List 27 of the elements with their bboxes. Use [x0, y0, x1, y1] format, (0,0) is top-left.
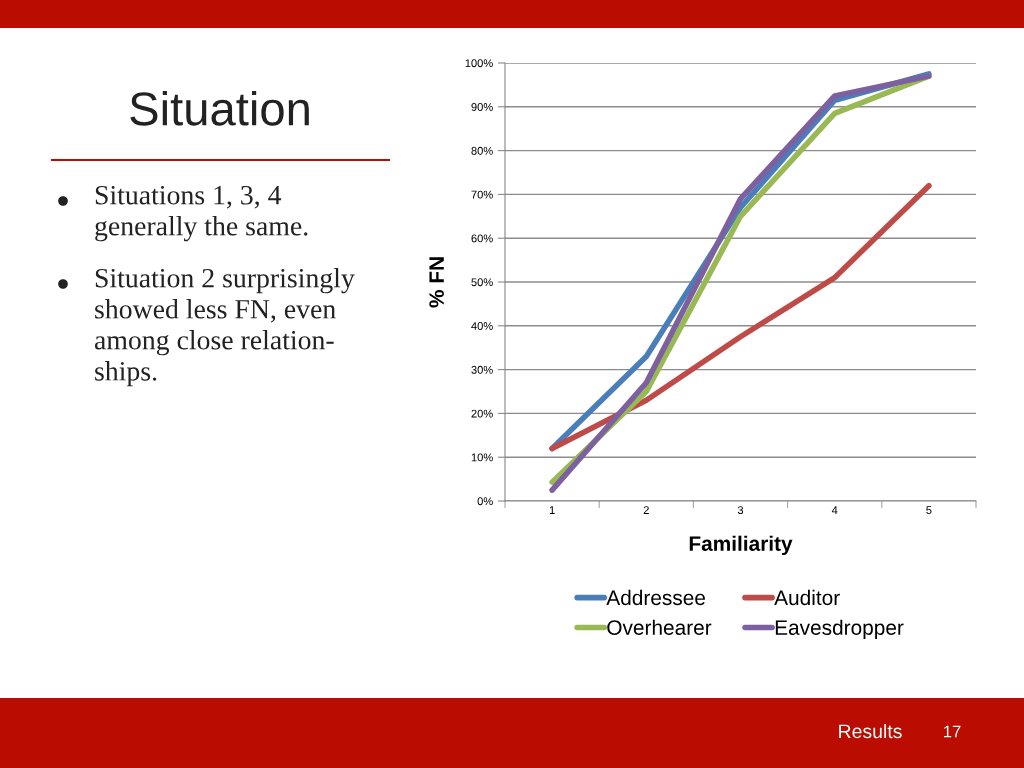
y-axis-title: % FN [429, 257, 444, 308]
y-tick-label: 40% [471, 322, 493, 330]
legend-label: Overhearer [607, 619, 712, 635]
y-tick-label: 20% [471, 409, 493, 418]
y-tick-label: 70% [471, 190, 493, 199]
text: Situations 1, 3, 4 generally the same. [95, 185, 308, 242]
y-tick-label: 60% [471, 234, 493, 243]
text: Situation 2 surprisingly showed less FN, even among close relation- ships. [94, 268, 355, 387]
x-tick-label: 2 [643, 506, 649, 514]
x-tick-label: 4 [831, 506, 838, 514]
y-tick-label: 30% [471, 365, 493, 374]
legend-label: Eavesdropper [775, 619, 904, 640]
chart-title: Situation [130, 90, 309, 126]
y-tick-label: 10% [471, 453, 493, 462]
y-tick-label: 80% [471, 146, 493, 155]
x-tick-label: 5 [926, 506, 932, 515]
y-tick-label: 50% [471, 278, 493, 287]
y-tick-label: 100% [465, 59, 493, 68]
x-tick-label: 1 [549, 506, 555, 514]
x-tick-label: 3 [737, 506, 744, 515]
y-tick-label: 0% [477, 497, 493, 506]
text: 17 [944, 725, 961, 738]
text: Results [839, 723, 902, 739]
y-tick-label: 90% [471, 103, 493, 111]
x-axis-title: Familiarity [689, 535, 793, 556]
legend-label: Addressee [606, 589, 705, 606]
legend-label: Auditor [774, 589, 840, 606]
